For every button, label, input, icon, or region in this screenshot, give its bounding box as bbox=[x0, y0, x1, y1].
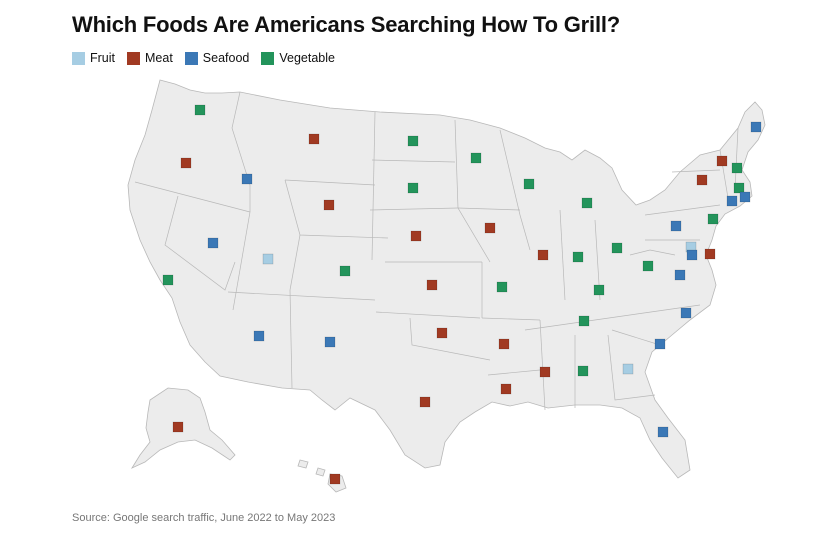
state-marker-wisconsin bbox=[523, 178, 535, 190]
state-marker-texas bbox=[419, 396, 431, 408]
state-marker-tennessee bbox=[578, 315, 590, 327]
state-marker-florida bbox=[657, 426, 669, 438]
state-border-line bbox=[232, 211, 251, 311]
state-marker-mississippi bbox=[539, 366, 551, 378]
contiguous-us-shape bbox=[127, 79, 766, 479]
state-border-line bbox=[559, 209, 566, 301]
state-border-line bbox=[457, 207, 521, 211]
legend-swatch-seafood bbox=[184, 51, 198, 65]
state-marker-washington bbox=[194, 104, 206, 116]
state-border-line bbox=[611, 329, 661, 346]
state-border-line bbox=[671, 169, 721, 173]
legend-swatch-vegetable bbox=[261, 51, 275, 65]
state-marker-delaware bbox=[704, 248, 716, 260]
state-marker-north-carolina bbox=[680, 307, 692, 319]
state-marker-ohio bbox=[611, 242, 623, 254]
state-marker-montana bbox=[308, 133, 320, 145]
state-marker-west-virginia bbox=[642, 260, 654, 272]
state-marker-iowa bbox=[484, 222, 496, 234]
state-marker-indiana bbox=[572, 251, 584, 263]
state-border-line bbox=[134, 181, 251, 213]
state-border-line bbox=[284, 179, 376, 186]
state-marker-wyoming bbox=[323, 199, 335, 211]
state-marker-illinois bbox=[537, 249, 549, 261]
state-marker-connecticut bbox=[726, 195, 738, 207]
state-border-line bbox=[289, 234, 301, 291]
state-border-line bbox=[607, 334, 656, 401]
state-border-line bbox=[227, 291, 376, 301]
state-border-line bbox=[375, 311, 481, 319]
state-marker-louisiana bbox=[500, 383, 512, 395]
legend-swatch-fruit bbox=[72, 51, 85, 65]
state-marker-maine bbox=[750, 121, 762, 133]
state-marker-pennsylvania bbox=[670, 220, 682, 232]
state-marker-kansas bbox=[426, 279, 438, 291]
state-border-line bbox=[487, 369, 541, 376]
state-border-line bbox=[644, 204, 721, 216]
state-marker-massachusetts bbox=[733, 182, 745, 194]
state-border-line bbox=[524, 304, 701, 331]
state-marker-new-mexico bbox=[324, 336, 336, 348]
state-marker-utah bbox=[262, 253, 274, 265]
state-marker-colorado bbox=[339, 265, 351, 277]
legend-item-seafood: Seafood bbox=[184, 51, 250, 65]
state-border-line bbox=[371, 159, 456, 163]
legend-label-vegetable: Vegetable bbox=[279, 51, 335, 65]
legend-item-fruit: Fruit bbox=[72, 51, 115, 65]
state-marker-new-york bbox=[696, 174, 708, 186]
alaska-shape bbox=[130, 387, 236, 469]
state-marker-idaho bbox=[241, 173, 253, 185]
legend-label-meat: Meat bbox=[145, 51, 173, 65]
state-marker-new-hampshire bbox=[731, 162, 743, 174]
state-border-line bbox=[734, 127, 739, 191]
state-marker-north-dakota bbox=[407, 135, 419, 147]
legend-item-vegetable: Vegetable bbox=[261, 51, 335, 65]
state-border-line bbox=[371, 111, 376, 261]
state-border-line bbox=[409, 317, 491, 361]
state-marker-south-carolina bbox=[654, 338, 666, 350]
state-marker-nevada bbox=[207, 237, 219, 249]
legend-label-seafood: Seafood bbox=[202, 51, 250, 65]
state-border-line bbox=[499, 129, 531, 251]
state-marker-michigan bbox=[581, 197, 593, 209]
state-marker-rhode-island bbox=[739, 191, 751, 203]
state-marker-alabama bbox=[577, 365, 589, 377]
state-marker-virginia bbox=[674, 269, 686, 281]
state-border-line bbox=[289, 289, 293, 389]
state-borders bbox=[134, 91, 739, 411]
state-marker-vermont bbox=[716, 155, 728, 167]
state-marker-district-of-columbia bbox=[686, 249, 698, 261]
state-marker-oregon bbox=[180, 157, 192, 169]
state-marker-arizona bbox=[253, 330, 265, 342]
state-marker-new-jersey bbox=[707, 213, 719, 225]
state-marker-oklahoma bbox=[436, 327, 448, 339]
state-marker-missouri bbox=[496, 281, 508, 293]
legend-swatch-meat bbox=[127, 51, 140, 65]
state-marker-california bbox=[162, 274, 174, 286]
state-border-line bbox=[231, 91, 251, 212]
state-marker-alaska bbox=[172, 421, 184, 433]
state-marker-arkansas bbox=[498, 338, 510, 350]
legend-item-meat: Meat bbox=[127, 51, 173, 65]
state-marker-south-dakota bbox=[407, 182, 419, 194]
state-border-line bbox=[369, 207, 459, 211]
state-marker-minnesota bbox=[470, 152, 482, 164]
state-marker-nebraska bbox=[410, 230, 422, 242]
state-border-line bbox=[164, 195, 236, 291]
state-markers bbox=[162, 104, 762, 485]
state-border-line bbox=[481, 317, 541, 321]
state-marker-kentucky bbox=[593, 284, 605, 296]
state-border-line bbox=[539, 319, 546, 411]
chart-title: Which Foods Are Americans Searching How … bbox=[72, 12, 621, 37]
land-layer bbox=[127, 79, 766, 479]
legend-label-fruit: Fruit bbox=[90, 51, 115, 65]
state-marker-georgia bbox=[622, 363, 634, 375]
source-note: Source: Google search traffic, June 2022… bbox=[72, 512, 336, 524]
alaska-layer bbox=[130, 387, 236, 469]
state-marker-hawaii bbox=[329, 473, 341, 485]
state-border-line bbox=[629, 249, 676, 256]
legend: Fruit Meat Seafood Vegetable bbox=[72, 51, 335, 65]
